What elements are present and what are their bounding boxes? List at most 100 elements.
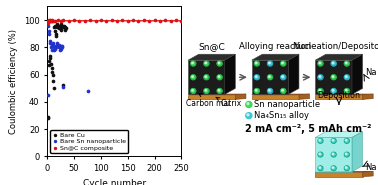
Point: [56, 25, 62, 28]
Point: [146, 19, 152, 22]
Point: [125, 19, 131, 22]
Circle shape: [319, 76, 321, 77]
Circle shape: [318, 89, 323, 93]
Polygon shape: [315, 132, 363, 137]
Point: [47, 57, 53, 60]
Circle shape: [247, 103, 249, 105]
Point: [50, 42, 56, 45]
Point: [93, 19, 99, 22]
Point: [57, 49, 63, 52]
Circle shape: [332, 167, 334, 168]
Polygon shape: [363, 94, 373, 99]
Point: [51, 46, 57, 49]
Point: [49, 70, 55, 73]
Circle shape: [268, 89, 270, 91]
Point: [58, 28, 64, 31]
Point: [48, 49, 54, 52]
Polygon shape: [315, 95, 363, 99]
Circle shape: [254, 75, 259, 80]
Polygon shape: [315, 94, 373, 95]
Circle shape: [192, 89, 194, 91]
Circle shape: [217, 75, 222, 80]
Point: [47, 39, 53, 42]
Text: Alloying reaction: Alloying reaction: [239, 42, 311, 51]
Point: [48, 19, 54, 22]
Point: [62, 25, 68, 28]
Circle shape: [205, 76, 207, 77]
Circle shape: [319, 62, 321, 64]
Polygon shape: [252, 54, 299, 60]
Circle shape: [192, 62, 194, 64]
Circle shape: [332, 76, 334, 77]
Polygon shape: [315, 60, 352, 94]
Circle shape: [345, 167, 347, 168]
Polygon shape: [288, 54, 299, 94]
Point: [62, 28, 68, 31]
Point: [54, 25, 60, 28]
X-axis label: Cycle number: Cycle number: [83, 179, 146, 185]
Circle shape: [344, 138, 349, 143]
Polygon shape: [252, 60, 288, 94]
Point: [71, 19, 77, 22]
Circle shape: [191, 89, 196, 93]
Point: [57, 25, 63, 28]
Point: [53, 46, 59, 49]
Point: [51, 87, 57, 90]
Point: [48, 19, 54, 22]
Polygon shape: [188, 60, 225, 94]
Point: [60, 84, 67, 87]
Circle shape: [319, 89, 321, 91]
Point: [63, 27, 69, 30]
Point: [173, 19, 179, 22]
Circle shape: [331, 166, 336, 171]
Point: [55, 45, 61, 48]
Circle shape: [331, 61, 336, 66]
Point: [157, 19, 163, 22]
Point: [135, 19, 141, 22]
Point: [98, 19, 104, 22]
Circle shape: [217, 61, 222, 66]
Polygon shape: [252, 94, 310, 95]
Point: [49, 19, 55, 22]
Point: [57, 19, 64, 22]
Circle shape: [281, 89, 286, 93]
Circle shape: [218, 76, 220, 77]
Circle shape: [318, 152, 323, 157]
Point: [57, 24, 63, 27]
Circle shape: [318, 75, 323, 80]
Point: [59, 24, 65, 27]
Point: [49, 43, 55, 46]
Circle shape: [204, 61, 209, 66]
Circle shape: [319, 153, 321, 155]
Circle shape: [192, 76, 194, 77]
Point: [45, 94, 51, 97]
Polygon shape: [188, 95, 235, 99]
Point: [59, 45, 65, 48]
Polygon shape: [188, 54, 235, 60]
Point: [54, 43, 60, 46]
Circle shape: [332, 89, 334, 91]
Circle shape: [191, 61, 196, 66]
Point: [53, 45, 59, 48]
Circle shape: [332, 153, 334, 155]
Circle shape: [268, 61, 273, 66]
Circle shape: [282, 89, 284, 91]
Circle shape: [217, 89, 222, 93]
Circle shape: [204, 75, 209, 80]
Point: [168, 19, 174, 22]
Point: [58, 47, 64, 50]
Point: [50, 19, 56, 22]
Text: Deposition: Deposition: [318, 91, 361, 100]
Circle shape: [281, 75, 286, 80]
Point: [57, 46, 63, 49]
Circle shape: [205, 62, 207, 64]
Polygon shape: [188, 94, 246, 95]
Circle shape: [344, 152, 349, 157]
Point: [108, 19, 115, 22]
Circle shape: [254, 61, 259, 66]
Point: [178, 19, 184, 22]
Circle shape: [345, 89, 347, 91]
Circle shape: [247, 114, 249, 116]
Circle shape: [255, 89, 257, 91]
Point: [60, 19, 67, 22]
